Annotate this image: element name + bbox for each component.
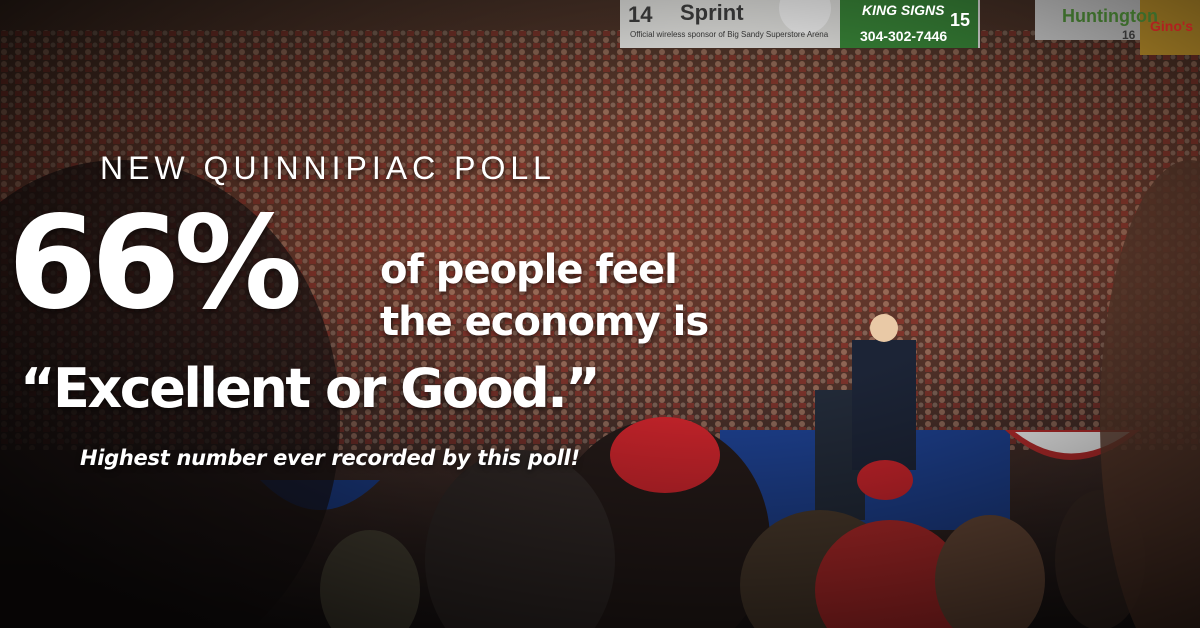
headline-line: the economy is <box>380 299 709 345</box>
sign-text: 304-302-7446 <box>860 28 948 44</box>
sign-text: 14 <box>628 2 653 27</box>
quote: “Excellent or Good.” <box>20 357 601 420</box>
sign-text: 16 <box>1122 28 1136 42</box>
sign-text: Official wireless sponsor of Big Sandy S… <box>630 30 829 39</box>
sign-text: Huntington <box>1062 6 1158 26</box>
kicker: NEW QUINNIPIAC POLL <box>100 150 556 186</box>
note: Highest number ever recorded by this pol… <box>80 446 580 470</box>
sign-text: KING SIGNS <box>862 2 945 18</box>
sign-text: Sprint <box>680 0 744 25</box>
sign-text: Gino's <box>1150 18 1193 34</box>
stat: 66% <box>8 189 302 338</box>
headline-line: of people feel <box>380 247 678 293</box>
sign-text: 15 <box>950 10 971 30</box>
